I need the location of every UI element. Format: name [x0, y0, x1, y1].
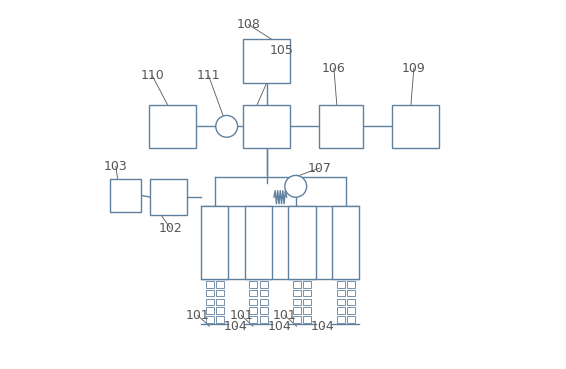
Bar	[303, 307, 311, 314]
Bar	[206, 316, 214, 323]
Bar	[332, 206, 359, 279]
Bar	[337, 290, 345, 296]
Bar	[392, 104, 439, 148]
Bar	[260, 316, 268, 323]
Bar	[151, 179, 187, 215]
Bar	[260, 299, 268, 305]
Text: 107: 107	[307, 162, 331, 175]
Circle shape	[285, 175, 307, 197]
Bar	[347, 299, 355, 305]
Bar	[303, 281, 311, 288]
Text: 101: 101	[229, 309, 253, 322]
Bar	[110, 179, 142, 212]
Bar	[250, 290, 258, 296]
Text: 110: 110	[140, 69, 164, 82]
Bar	[303, 316, 311, 323]
Bar	[216, 307, 224, 314]
Bar	[293, 281, 301, 288]
Bar	[206, 290, 214, 296]
Bar	[293, 299, 301, 305]
Text: 104: 104	[268, 320, 291, 333]
Bar	[216, 299, 224, 305]
Text: 102: 102	[158, 222, 182, 235]
Bar	[337, 299, 345, 305]
Bar	[293, 290, 301, 296]
Bar	[303, 299, 311, 305]
Bar	[337, 316, 345, 323]
Bar	[250, 281, 258, 288]
Bar	[206, 299, 214, 305]
Bar	[319, 104, 363, 148]
Text: 106: 106	[322, 62, 346, 75]
Text: 101: 101	[273, 309, 297, 322]
Bar	[337, 281, 345, 288]
Text: 108: 108	[237, 18, 260, 31]
Text: 104: 104	[311, 320, 335, 333]
Text: 101: 101	[186, 309, 209, 322]
Circle shape	[216, 115, 238, 137]
Bar	[260, 307, 268, 314]
Bar	[201, 206, 229, 279]
Bar	[337, 307, 345, 314]
Text: 111: 111	[196, 69, 220, 82]
Bar	[216, 290, 224, 296]
Bar	[260, 290, 268, 296]
Bar	[243, 104, 290, 148]
Bar	[289, 206, 316, 279]
Bar	[148, 104, 196, 148]
Bar	[216, 316, 224, 323]
Bar	[347, 307, 355, 314]
Bar	[245, 206, 272, 279]
Text: 103: 103	[104, 160, 128, 173]
Bar	[303, 290, 311, 296]
Bar	[260, 281, 268, 288]
Bar	[347, 281, 355, 288]
Bar	[206, 281, 214, 288]
Bar	[293, 307, 301, 314]
Bar	[250, 307, 258, 314]
Bar	[243, 39, 290, 83]
Bar	[250, 316, 258, 323]
Bar	[293, 316, 301, 323]
Bar	[250, 299, 258, 305]
Text: 109: 109	[402, 62, 426, 75]
Bar	[347, 290, 355, 296]
Bar	[216, 281, 224, 288]
Bar	[206, 307, 214, 314]
Text: 105: 105	[269, 44, 293, 56]
Bar	[347, 316, 355, 323]
Text: 104: 104	[224, 320, 248, 333]
